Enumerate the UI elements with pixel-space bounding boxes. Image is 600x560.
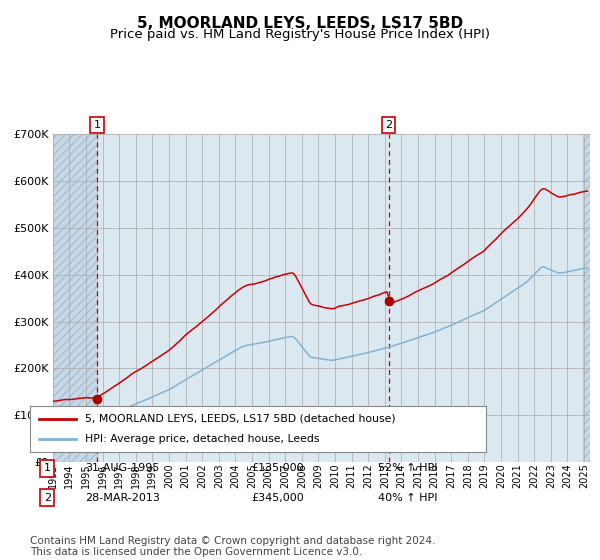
Text: 1: 1	[94, 120, 100, 130]
Text: Contains HM Land Registry data © Crown copyright and database right 2024.
This d: Contains HM Land Registry data © Crown c…	[30, 535, 436, 557]
Bar	[583, 134, 590, 462]
Bar	[53, 134, 97, 462]
Bar	[583, 134, 590, 462]
Text: 31-AUG-1995: 31-AUG-1995	[85, 463, 160, 473]
Text: 52% ↑ HPI: 52% ↑ HPI	[378, 463, 437, 473]
Text: 1: 1	[44, 463, 51, 473]
Text: 2: 2	[44, 493, 51, 503]
Text: Price paid vs. HM Land Registry's House Price Index (HPI): Price paid vs. HM Land Registry's House …	[110, 28, 490, 41]
Text: 28-MAR-2013: 28-MAR-2013	[85, 493, 160, 503]
Text: 5, MOORLAND LEYS, LEEDS, LS17 5BD (detached house): 5, MOORLAND LEYS, LEEDS, LS17 5BD (detac…	[85, 414, 395, 424]
Text: 5, MOORLAND LEYS, LEEDS, LS17 5BD: 5, MOORLAND LEYS, LEEDS, LS17 5BD	[137, 16, 463, 31]
Text: HPI: Average price, detached house, Leeds: HPI: Average price, detached house, Leed…	[85, 434, 319, 444]
Text: £345,000: £345,000	[251, 493, 304, 503]
Text: 40% ↑ HPI: 40% ↑ HPI	[378, 493, 437, 503]
Text: 2: 2	[385, 120, 392, 130]
Text: £135,000: £135,000	[251, 463, 304, 473]
Bar	[53, 134, 97, 462]
